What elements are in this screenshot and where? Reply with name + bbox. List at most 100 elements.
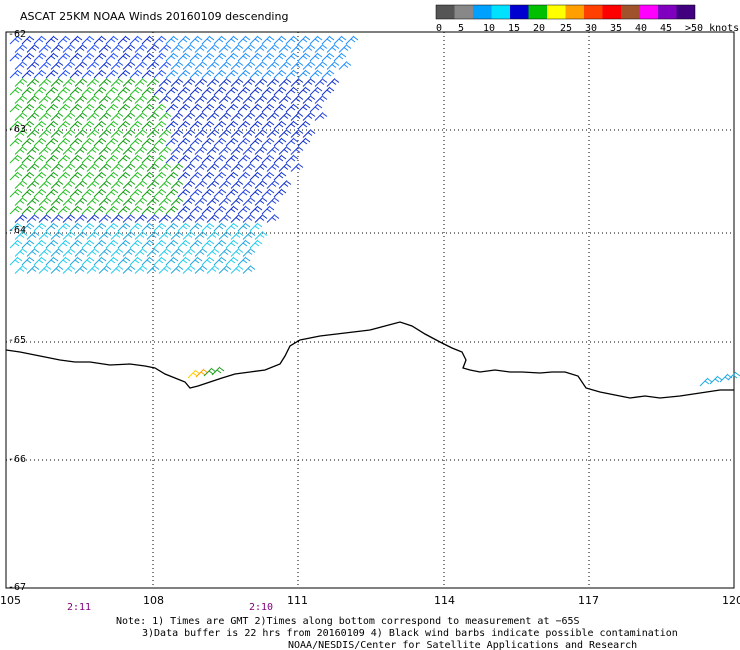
wind-barb	[170, 180, 184, 189]
wind-barb	[153, 171, 167, 181]
wind-barb	[302, 78, 316, 87]
wind-barb	[134, 44, 148, 53]
wind-barb	[254, 146, 268, 155]
lon-label-111: 111	[287, 594, 308, 607]
wind-barb	[122, 163, 136, 172]
wind-barb	[14, 231, 28, 240]
wind-barb	[285, 154, 299, 164]
wind-barb	[141, 205, 155, 215]
wind-barb	[230, 95, 244, 104]
wind-barb	[194, 129, 208, 138]
legend-tick-label: 25	[560, 23, 572, 34]
wind-barb	[146, 248, 160, 257]
wind-barb	[182, 146, 196, 155]
wind-barb	[146, 44, 160, 53]
wind-barb	[213, 86, 227, 96]
wind-barb	[278, 78, 292, 87]
wind-barb	[45, 69, 59, 79]
wind-barb	[81, 171, 95, 181]
legend-tick-label: 5	[458, 23, 464, 34]
wind-barb	[21, 188, 35, 198]
wind-barb	[266, 129, 280, 138]
wind-barb	[309, 35, 323, 45]
wind-barb	[33, 171, 47, 181]
wind-barb	[74, 214, 88, 223]
wind-barb	[45, 137, 59, 147]
lat-label-66: -66	[8, 454, 26, 465]
wind-barb	[141, 52, 155, 62]
wind-barb	[153, 86, 167, 96]
wind-barb	[110, 95, 124, 104]
wind-barb	[69, 69, 83, 79]
wind-barb	[182, 248, 196, 257]
wind-barb	[33, 239, 47, 249]
wind-barb	[69, 222, 83, 232]
wind-barb	[117, 171, 131, 181]
wind-barb	[189, 52, 203, 62]
wind-barb	[278, 146, 292, 155]
wind-barb	[158, 197, 172, 206]
wind-barb	[182, 231, 196, 240]
wind-barb	[141, 256, 155, 266]
wind-barb	[129, 86, 143, 96]
wind-barb	[177, 205, 191, 215]
wind-barb	[62, 61, 76, 70]
graticule	[6, 32, 734, 588]
wind-barb	[141, 222, 155, 232]
wind-barb	[225, 52, 239, 62]
wind-barb	[302, 129, 316, 138]
wind-barb	[14, 197, 28, 206]
wind-barb	[9, 188, 23, 198]
wind-barb	[86, 146, 100, 155]
wind-barb	[201, 256, 215, 266]
wind-barb	[45, 103, 59, 113]
wind-barb	[177, 120, 191, 130]
wind-barb	[201, 86, 215, 96]
lon-label-120: 120	[722, 594, 740, 607]
map-frame	[5, 31, 735, 589]
wind-barb	[189, 256, 203, 266]
wind-barb	[237, 52, 251, 62]
wind-barb	[93, 205, 107, 215]
wind-barb	[201, 171, 215, 181]
wind-barb	[158, 78, 172, 87]
wind-barb	[187, 369, 201, 379]
wind-barb	[206, 197, 220, 206]
wind-barb	[141, 171, 155, 181]
wind-barb	[9, 103, 23, 113]
wind-barb	[278, 95, 292, 104]
wind-barb	[177, 69, 191, 79]
wind-barb	[129, 154, 143, 164]
wind-barb	[38, 112, 52, 121]
wind-barb	[194, 44, 208, 53]
wind-barb	[213, 120, 227, 130]
wind-barb	[158, 129, 172, 138]
wind-barb	[117, 35, 131, 45]
wind-barb	[21, 222, 35, 232]
wind-barb	[177, 35, 191, 45]
wind-barb	[302, 95, 316, 104]
wind-barb	[177, 137, 191, 147]
wind-barb	[134, 146, 148, 155]
wind-barb	[26, 129, 40, 138]
wind-barb	[182, 163, 196, 172]
wind-barb	[38, 163, 52, 172]
wind-barb	[33, 35, 47, 45]
wind-barb	[201, 103, 215, 113]
wind-barb	[194, 248, 208, 257]
latitude-labels: -62 -63 -64 -65 -66 -67	[8, 29, 26, 593]
wind-barb	[33, 52, 47, 62]
wind-barb	[26, 95, 40, 104]
legend-border	[435, 4, 696, 20]
wind-barb	[266, 78, 280, 87]
wind-barb	[237, 69, 251, 79]
wind-barb	[189, 137, 203, 147]
wind-barb	[177, 52, 191, 62]
wind-barb	[57, 188, 71, 198]
wind-barb	[206, 265, 220, 274]
wind-barb	[230, 146, 244, 155]
wind-barb	[81, 205, 95, 215]
time-label-2: 2:10	[249, 602, 273, 613]
wind-barb	[122, 214, 136, 223]
wind-barb	[201, 222, 215, 232]
